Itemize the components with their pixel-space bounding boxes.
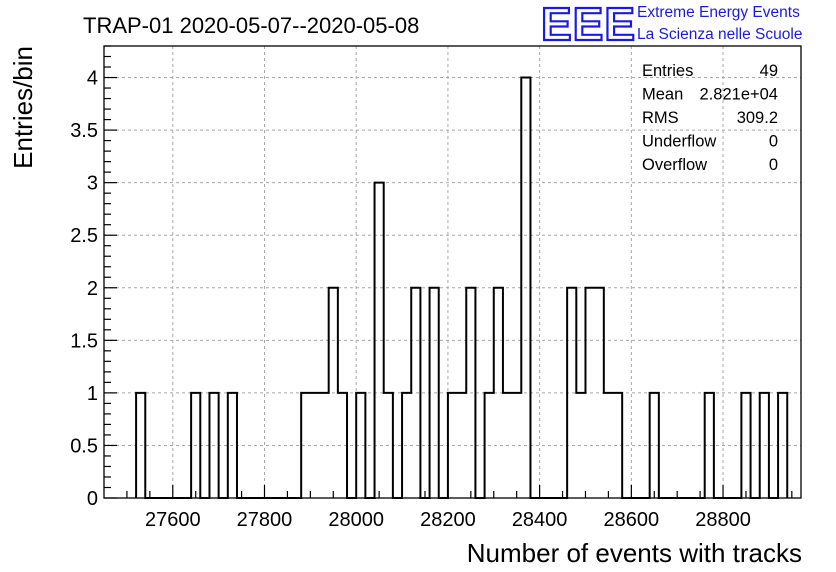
x-tick-label: 28200 xyxy=(420,509,476,531)
y-tick-label: 3.5 xyxy=(70,120,98,142)
y-tick-labels: 0 0.5 1 1.5 2 2.5 3 3.5 4 xyxy=(70,68,98,510)
stats-label: Mean xyxy=(642,86,683,104)
y-axis-label: Entries/bin xyxy=(8,46,38,169)
chart-title: TRAP-01 2020-05-07--2020-05-08 xyxy=(83,13,419,38)
stats-label: Underflow xyxy=(642,133,716,151)
stats-value: 2.821e+04 xyxy=(700,86,778,104)
y-tick-label: 2 xyxy=(87,278,98,300)
plot-frame xyxy=(103,45,802,499)
stats-label: Entries xyxy=(642,62,693,80)
y-tick-label: 0 xyxy=(87,488,98,510)
y-tick-label: 1.5 xyxy=(70,330,98,352)
stats-label: RMS xyxy=(642,109,679,127)
stats-value: 0 xyxy=(769,156,778,174)
axis-ticks xyxy=(104,45,793,499)
x-tick-label: 28400 xyxy=(512,509,568,531)
y-tick-label: 0.5 xyxy=(70,435,98,457)
x-tick-labels: 27600 27800 28000 28200 28400 28600 28800 xyxy=(145,509,751,531)
y-tick-label: 4 xyxy=(87,68,98,90)
stats-value: 309.2 xyxy=(737,109,778,127)
logo-line-1: Extreme Energy Events xyxy=(637,4,800,21)
stats-label: Overflow xyxy=(642,156,707,174)
x-tick-label: 28600 xyxy=(604,509,660,531)
x-tick-label: 27600 xyxy=(145,509,201,531)
x-tick-label: 28000 xyxy=(328,509,384,531)
x-tick-label: 28800 xyxy=(695,509,751,531)
logo-mark: EEE xyxy=(541,0,636,50)
stats-box: Entries 49 Mean 2.821e+04 RMS 309.2 Underflow 0… xyxy=(642,62,778,174)
stats-value: 0 xyxy=(769,133,778,151)
logo-line-2: La Scienza nelle Scuole xyxy=(637,26,802,43)
eee-logo: EEE Extreme Energy Events La Scienza nel… xyxy=(540,0,803,51)
y-tick-label: 2.5 xyxy=(70,225,98,247)
x-axis-label: Number of events with tracks xyxy=(467,538,802,568)
x-tick-label: 27800 xyxy=(237,509,293,531)
y-tick-label: 1 xyxy=(87,383,98,405)
stats-value: 49 xyxy=(760,62,778,80)
y-tick-label: 3 xyxy=(87,173,98,195)
